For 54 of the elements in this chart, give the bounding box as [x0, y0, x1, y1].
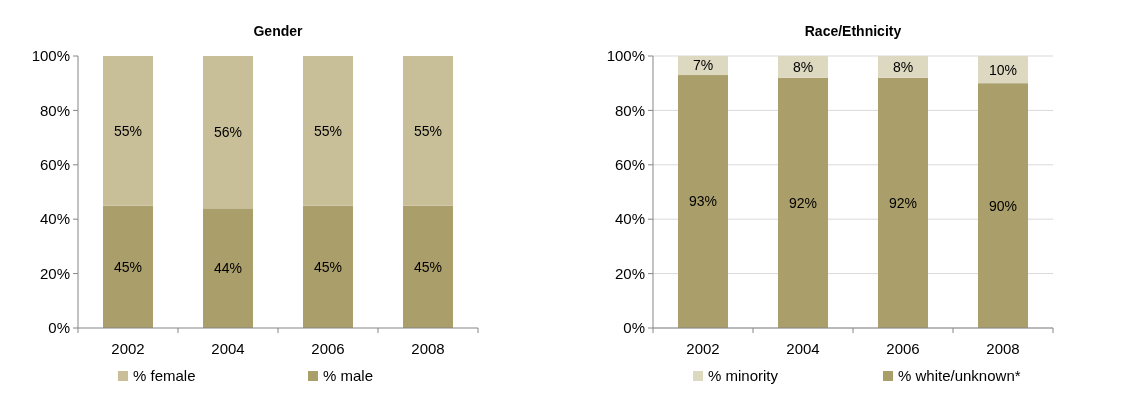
bar — [303, 56, 353, 206]
data-label: 45% — [313, 258, 343, 275]
y-tick-label: 40% — [614, 210, 645, 228]
data-label: 7% — [692, 57, 714, 74]
data-label: 55% — [113, 122, 143, 139]
x-tick-label: 2006 — [886, 340, 920, 357]
bar — [303, 205, 353, 328]
legend-label: % male — [323, 367, 374, 385]
bar — [203, 208, 253, 328]
data-label: 45% — [413, 258, 443, 275]
legend-label: % white/unknown* — [898, 367, 1021, 385]
y-tick-label: 60% — [39, 156, 70, 174]
x-tick-label: 2008 — [411, 340, 445, 357]
data-label: 45% — [113, 258, 143, 275]
data-label: 56% — [213, 124, 243, 141]
legend-label: % female — [133, 367, 196, 385]
data-label: 92% — [888, 194, 918, 211]
y-tick-label: 80% — [614, 101, 645, 119]
x-tick-label: 2004 — [786, 340, 820, 357]
y-tick-label: 100% — [606, 47, 645, 65]
y-tick-label: 20% — [39, 264, 70, 282]
bar — [103, 56, 153, 206]
data-label: 93% — [688, 193, 718, 210]
y-tick-label: 0% — [48, 319, 70, 337]
data-label: 90% — [988, 197, 1018, 214]
bar — [978, 83, 1028, 328]
bar — [203, 56, 253, 209]
y-tick-label: 40% — [39, 210, 70, 228]
bar — [103, 205, 153, 328]
x-tick-label: 2004 — [211, 340, 245, 357]
y-tick-label: 100% — [31, 47, 70, 65]
data-label: 55% — [413, 122, 443, 139]
chart-title: Race/Ethnicity — [804, 23, 902, 39]
data-label: 8% — [892, 58, 914, 75]
data-label: 10% — [988, 61, 1018, 78]
x-tick-label: 2002 — [111, 340, 145, 357]
bar — [878, 77, 928, 328]
y-tick-label: 20% — [614, 264, 645, 282]
data-label: 44% — [213, 260, 243, 277]
bar — [678, 75, 728, 328]
x-tick-label: 2008 — [986, 340, 1020, 357]
legend-label: % minority — [708, 367, 779, 385]
data-label: 8% — [792, 58, 814, 75]
y-tick-label: 60% — [614, 156, 645, 174]
bar — [778, 77, 828, 328]
y-tick-label: 0% — [623, 319, 645, 337]
chart-title: Gender — [253, 23, 304, 39]
bar — [403, 205, 453, 328]
bar — [403, 56, 453, 206]
data-label: 55% — [313, 122, 343, 139]
y-tick-label: 80% — [39, 101, 70, 119]
data-label: 92% — [788, 194, 818, 211]
x-tick-label: 2006 — [311, 340, 345, 357]
x-tick-label: 2002 — [686, 340, 720, 357]
